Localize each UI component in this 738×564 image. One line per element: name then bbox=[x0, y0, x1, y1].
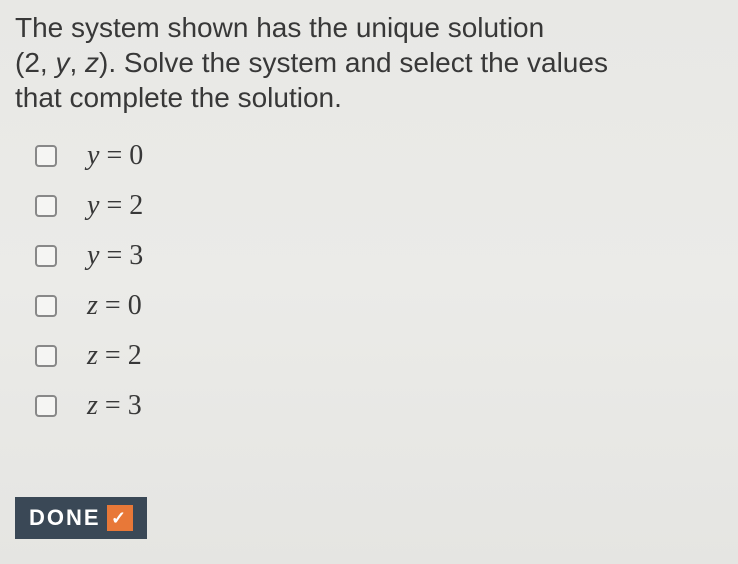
option-val: 3 bbox=[129, 240, 143, 271]
checkbox-z-2[interactable] bbox=[35, 345, 57, 367]
option-label: y = 3 bbox=[87, 240, 143, 272]
option-row: y = 2 bbox=[35, 190, 723, 222]
option-row: y = 0 bbox=[35, 140, 723, 172]
option-op: = bbox=[98, 340, 128, 371]
question-line2-suffix: ). Solve the system and select the value… bbox=[99, 47, 608, 78]
option-var: z bbox=[87, 340, 98, 371]
option-op: = bbox=[99, 140, 129, 171]
option-op: = bbox=[98, 390, 128, 421]
option-row: z = 0 bbox=[35, 290, 723, 322]
option-label: y = 2 bbox=[87, 190, 143, 222]
option-val: 0 bbox=[129, 140, 143, 171]
done-label: DONE bbox=[29, 505, 101, 531]
option-label: z = 2 bbox=[87, 340, 142, 372]
option-op: = bbox=[98, 290, 128, 321]
option-val: 0 bbox=[128, 290, 142, 321]
option-var: z bbox=[87, 390, 98, 421]
checkbox-z-0[interactable] bbox=[35, 295, 57, 317]
question-line1: The system shown has the unique solution bbox=[15, 12, 544, 43]
option-op: = bbox=[99, 190, 129, 221]
question-line2-mid: , bbox=[69, 47, 85, 78]
option-var: y bbox=[87, 140, 99, 171]
option-label: y = 0 bbox=[87, 140, 143, 172]
done-button[interactable]: DONE ✓ bbox=[15, 497, 147, 539]
option-val: 2 bbox=[128, 340, 142, 371]
question-var-z: z bbox=[85, 47, 99, 78]
option-val: 3 bbox=[128, 390, 142, 421]
option-label: z = 3 bbox=[87, 390, 142, 422]
option-var: y bbox=[87, 240, 99, 271]
question-line2-prefix: (2, bbox=[15, 47, 55, 78]
checkbox-z-3[interactable] bbox=[35, 395, 57, 417]
options-list: y = 0 y = 2 y = 3 z = 0 z = 2 z = 3 bbox=[15, 140, 723, 422]
checkbox-y-3[interactable] bbox=[35, 245, 57, 267]
option-var: y bbox=[87, 190, 99, 221]
checkbox-y-2[interactable] bbox=[35, 195, 57, 217]
option-row: y = 3 bbox=[35, 240, 723, 272]
question-prompt: The system shown has the unique solution… bbox=[15, 10, 723, 115]
option-label: z = 0 bbox=[87, 290, 142, 322]
option-var: z bbox=[87, 290, 98, 321]
option-row: z = 3 bbox=[35, 390, 723, 422]
option-row: z = 2 bbox=[35, 340, 723, 372]
check-icon: ✓ bbox=[107, 505, 133, 531]
question-line3: that complete the solution. bbox=[15, 82, 342, 113]
question-var-y: y bbox=[55, 47, 69, 78]
option-val: 2 bbox=[129, 190, 143, 221]
checkbox-y-0[interactable] bbox=[35, 145, 57, 167]
option-op: = bbox=[99, 240, 129, 271]
